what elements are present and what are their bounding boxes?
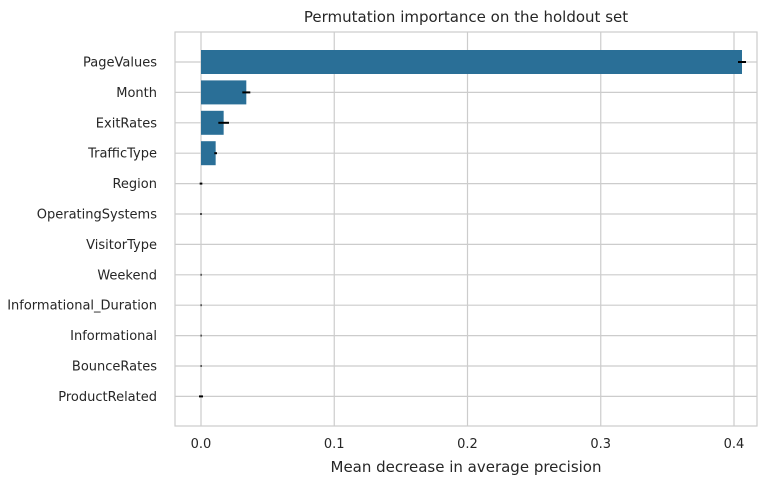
plot-frame [174,31,758,427]
x-tick-label: 0.0 [191,437,212,452]
x-tick-label: 0.1 [324,437,345,452]
bar [201,110,224,135]
bar [201,141,216,166]
category-label: TrafficType [87,147,157,162]
chart-title: Permutation importance on the holdout se… [304,8,628,26]
category-label: PageValues [83,56,157,71]
bar [201,50,742,74]
bars [201,50,742,166]
category-label: ExitRates [96,116,157,131]
category-labels: PageValues Month ExitRates TrafficType Regio… [7,56,157,405]
x-tick-labels: 0.0 0.1 0.2 0.3 0.4 [191,437,745,452]
category-label: VisitorType [86,238,157,253]
category-label: ProductRelated [58,390,157,405]
x-tick-label: 0.4 [724,437,745,452]
category-label: BounceRates [72,360,157,375]
bar [201,80,247,105]
grid-lines [174,31,758,427]
category-label: Month [116,86,157,101]
category-label: Weekend [97,268,157,283]
error-bars [199,61,746,398]
x-tick-label: 0.3 [590,437,611,452]
x-tick-label: 0.2 [457,437,478,452]
category-label: Informational_Duration [7,299,157,314]
category-label: Region [112,177,157,192]
category-label: OperatingSystems [37,208,157,223]
x-axis-title: Mean decrease in average precision [331,458,602,476]
category-label: Informational [70,329,157,344]
